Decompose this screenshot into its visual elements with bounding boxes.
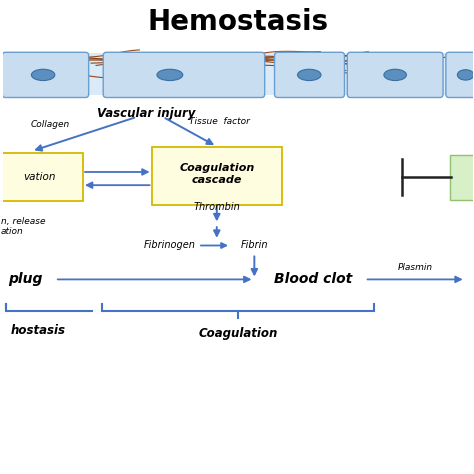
FancyBboxPatch shape xyxy=(152,147,282,205)
FancyBboxPatch shape xyxy=(103,52,264,98)
Text: Coagulation: Coagulation xyxy=(198,327,278,339)
Text: plug: plug xyxy=(8,273,42,286)
FancyBboxPatch shape xyxy=(446,52,474,98)
Ellipse shape xyxy=(384,69,406,81)
Text: Tissue  factor: Tissue factor xyxy=(189,117,250,126)
Ellipse shape xyxy=(457,70,474,80)
FancyBboxPatch shape xyxy=(274,52,345,98)
Text: n, release
ation: n, release ation xyxy=(1,217,46,237)
FancyBboxPatch shape xyxy=(347,52,443,98)
Text: Coagulation
cascade: Coagulation cascade xyxy=(179,163,255,185)
Ellipse shape xyxy=(298,69,321,81)
Text: Plasmin: Plasmin xyxy=(397,264,432,273)
Bar xyxy=(3,53,473,95)
FancyBboxPatch shape xyxy=(0,153,83,201)
Ellipse shape xyxy=(31,69,55,81)
Text: Vascular injury: Vascular injury xyxy=(97,108,196,120)
Text: Collagen: Collagen xyxy=(30,119,70,128)
Text: hostasis: hostasis xyxy=(10,324,65,337)
FancyBboxPatch shape xyxy=(2,52,89,98)
Text: Fibrin: Fibrin xyxy=(241,240,268,250)
Text: vation: vation xyxy=(24,172,56,182)
Text: Hemostasis: Hemostasis xyxy=(147,9,328,36)
Text: Thrombin: Thrombin xyxy=(193,202,240,212)
Text: Fibrinogen: Fibrinogen xyxy=(144,240,196,250)
Ellipse shape xyxy=(157,69,183,81)
Text: Blood clot: Blood clot xyxy=(274,273,352,286)
FancyBboxPatch shape xyxy=(450,155,474,200)
